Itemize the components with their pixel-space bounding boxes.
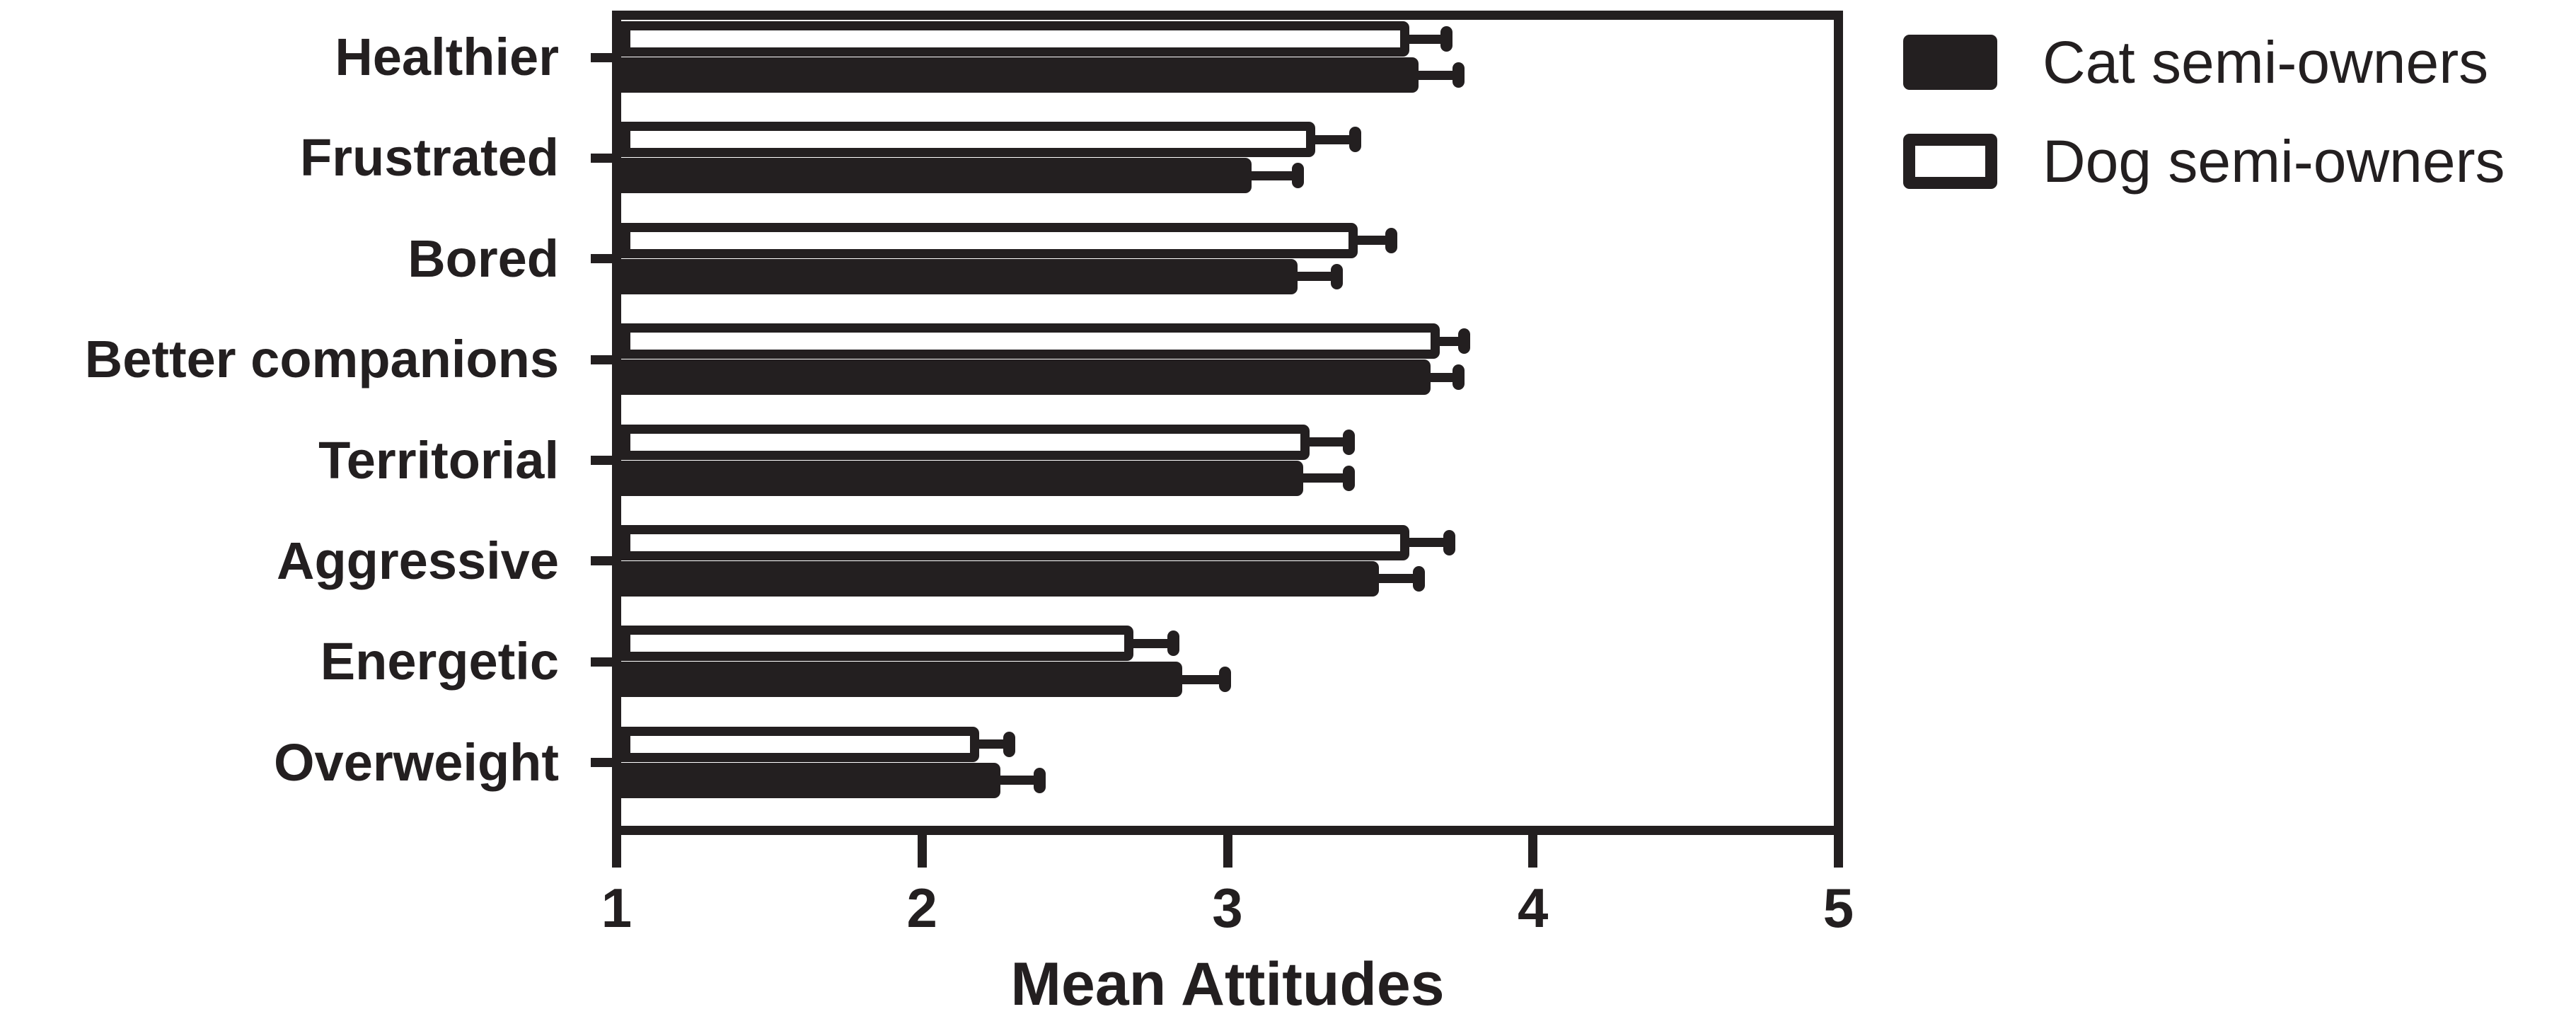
legend-item-cat-semi-owners: Cat semi-owners — [1903, 28, 2505, 96]
error-whisker-cat-semi-owners — [1294, 272, 1337, 282]
bar-dog-semi-owners — [621, 726, 979, 762]
bar-dog-semi-owners — [621, 222, 1358, 258]
cat-semi-owners-swatch — [1903, 35, 1997, 90]
category-label: Better companions — [84, 330, 559, 389]
bar-cat-semi-owners — [621, 258, 1298, 294]
legend-item-dog-semi-owners: Dog semi-owners — [1903, 127, 2505, 195]
error-cap-dog-semi-owners — [1458, 328, 1471, 355]
bar-dog-semi-owners — [621, 524, 1410, 560]
error-cap-dog-semi-owners — [1167, 630, 1179, 657]
error-cap-dog-semi-owners — [1343, 429, 1356, 455]
bar-cat-semi-owners — [621, 359, 1431, 396]
category-label: Overweight — [274, 732, 559, 792]
error-cap-cat-semi-owners — [1034, 767, 1046, 793]
x-axis-tick — [917, 834, 927, 868]
x-axis-title: Mean Attitudes — [1010, 950, 1445, 1018]
plot-area — [612, 11, 1843, 835]
legend-label-dog: Dog semi-owners — [2043, 128, 2505, 195]
category-label: Healthier — [335, 28, 559, 86]
bar-dog-semi-owners — [621, 21, 1410, 57]
x-axis-tick — [612, 834, 621, 868]
bar-cat-semi-owners — [621, 460, 1304, 496]
error-whisker-dog-semi-owners — [1312, 134, 1355, 144]
bar-cat-semi-owners — [621, 57, 1419, 93]
x-axis-tick — [1223, 834, 1232, 868]
error-whisker-cat-semi-owners — [1428, 372, 1458, 382]
error-cap-cat-semi-owners — [1218, 667, 1231, 693]
error-cap-cat-semi-owners — [1452, 62, 1465, 88]
bar-cat-semi-owners — [621, 762, 1000, 798]
error-whisker-cat-semi-owners — [1376, 574, 1419, 584]
bar-dog-semi-owners — [621, 626, 1134, 662]
legend: Cat semi-owners Dog semi-owners — [1903, 28, 2505, 226]
category-tick — [591, 657, 612, 667]
category-label: Energetic — [320, 632, 559, 691]
error-whisker-cat-semi-owners — [1415, 70, 1458, 80]
x-axis-tick-label: 4 — [1518, 877, 1549, 939]
legend-label-cat: Cat semi-owners — [2043, 29, 2489, 96]
error-cap-dog-semi-owners — [1348, 127, 1361, 153]
category-label: Frustrated — [300, 128, 559, 188]
error-cap-dog-semi-owners — [1385, 227, 1398, 253]
x-axis-tick-label: 3 — [1212, 877, 1243, 939]
dog-semi-owners-swatch — [1903, 134, 1997, 189]
error-cap-cat-semi-owners — [1452, 364, 1465, 391]
error-whisker-dog-semi-owners — [1407, 538, 1449, 548]
error-whisker-cat-semi-owners — [1249, 171, 1298, 180]
error-cap-cat-semi-owners — [1291, 163, 1304, 189]
error-whisker-cat-semi-owners — [1179, 674, 1225, 684]
error-cap-dog-semi-owners — [1440, 26, 1452, 52]
error-cap-cat-semi-owners — [1331, 263, 1344, 289]
error-cap-cat-semi-owners — [1343, 465, 1356, 491]
x-axis-tick — [1528, 834, 1538, 868]
category-label: Territorial — [318, 430, 559, 490]
bar-cat-semi-owners — [621, 662, 1182, 698]
x-axis-tick — [1834, 834, 1843, 868]
category-tick — [591, 556, 612, 566]
x-axis-tick-label: 1 — [601, 877, 633, 939]
bar-dog-semi-owners — [621, 323, 1440, 359]
error-whisker-dog-semi-owners — [1131, 638, 1173, 648]
bar-dog-semi-owners — [621, 424, 1310, 460]
x-axis-tick-label: 5 — [1823, 877, 1854, 939]
category-tick — [591, 456, 612, 465]
error-cap-cat-semi-owners — [1412, 565, 1425, 592]
bar-cat-semi-owners — [621, 158, 1252, 194]
category-tick — [591, 758, 612, 768]
error-whisker-dog-semi-owners — [1436, 336, 1465, 346]
category-tick — [591, 52, 612, 62]
error-cap-dog-semi-owners — [1443, 529, 1455, 555]
bar-dog-semi-owners — [621, 122, 1316, 158]
bar-cat-semi-owners — [621, 560, 1380, 597]
category-label: Aggressive — [277, 531, 559, 590]
category-label: Bored — [408, 229, 559, 288]
error-whisker-cat-semi-owners — [997, 776, 1040, 785]
error-cap-dog-semi-owners — [1003, 731, 1016, 757]
x-axis-tick-label: 2 — [906, 877, 937, 939]
error-whisker-dog-semi-owners — [976, 739, 1010, 749]
error-whisker-dog-semi-owners — [1306, 437, 1349, 447]
error-whisker-cat-semi-owners — [1300, 473, 1349, 483]
error-whisker-dog-semi-owners — [1355, 236, 1392, 246]
error-whisker-dog-semi-owners — [1407, 34, 1446, 44]
category-tick — [591, 355, 612, 364]
category-tick — [591, 254, 612, 264]
category-tick — [591, 153, 612, 163]
